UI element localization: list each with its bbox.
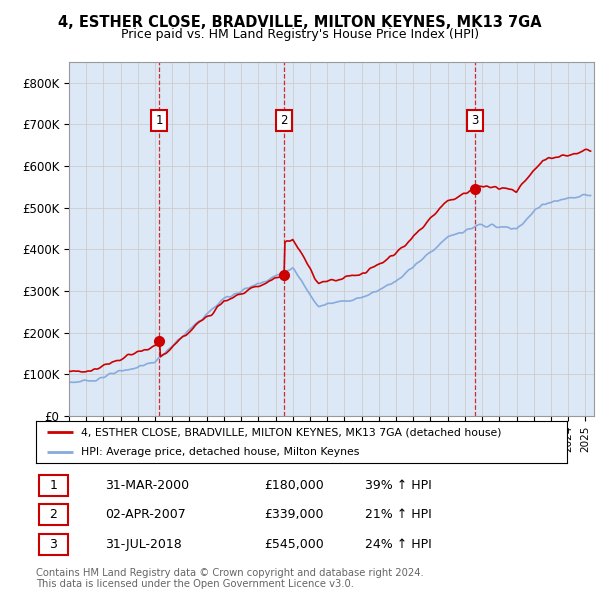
Text: 4, ESTHER CLOSE, BRADVILLE, MILTON KEYNES, MK13 7GA: 4, ESTHER CLOSE, BRADVILLE, MILTON KEYNE… [58,15,542,30]
Text: 3: 3 [49,537,57,551]
Text: 1: 1 [155,114,163,127]
Text: 3: 3 [471,114,479,127]
Text: £545,000: £545,000 [265,537,324,551]
Text: 31-JUL-2018: 31-JUL-2018 [105,537,182,551]
Text: Contains HM Land Registry data © Crown copyright and database right 2024.
This d: Contains HM Land Registry data © Crown c… [36,568,424,589]
Text: £180,000: £180,000 [265,478,324,492]
Text: 2: 2 [49,508,57,522]
Text: 24% ↑ HPI: 24% ↑ HPI [365,537,432,551]
Text: £339,000: £339,000 [265,508,324,522]
Text: 4, ESTHER CLOSE, BRADVILLE, MILTON KEYNES, MK13 7GA (detached house): 4, ESTHER CLOSE, BRADVILLE, MILTON KEYNE… [81,427,502,437]
Text: 31-MAR-2000: 31-MAR-2000 [105,478,189,492]
FancyBboxPatch shape [38,504,68,526]
Text: 2: 2 [280,114,288,127]
Text: Price paid vs. HM Land Registry's House Price Index (HPI): Price paid vs. HM Land Registry's House … [121,28,479,41]
FancyBboxPatch shape [38,533,68,555]
Text: 02-APR-2007: 02-APR-2007 [105,508,186,522]
FancyBboxPatch shape [38,474,68,496]
Text: 39% ↑ HPI: 39% ↑ HPI [365,478,432,492]
Text: 1: 1 [49,478,57,492]
Text: 21% ↑ HPI: 21% ↑ HPI [365,508,432,522]
Text: HPI: Average price, detached house, Milton Keynes: HPI: Average price, detached house, Milt… [81,447,359,457]
